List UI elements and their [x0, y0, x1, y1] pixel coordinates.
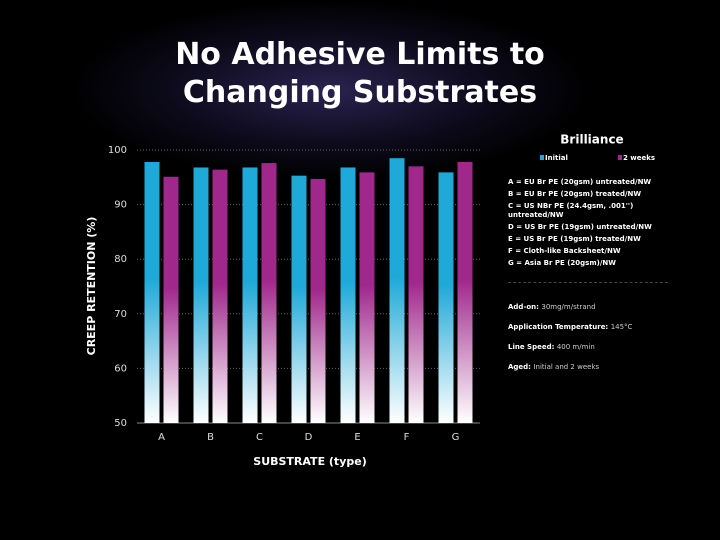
legend-label: Initial — [545, 154, 568, 162]
substrate-note: F = Cloth-like Backsheet/NW — [508, 247, 621, 255]
y-tick-label: 50 — [114, 418, 127, 429]
substrate-note: A = EU Br PE (20gsm) untreated/NW — [508, 178, 652, 186]
condition-note: Application Temperature: 145°C — [508, 323, 688, 331]
bar — [193, 167, 209, 423]
bar — [144, 162, 160, 423]
substrate-list: A = EU Br PE (20gsm) untreated/NW B = EU … — [508, 178, 688, 268]
bar — [163, 176, 179, 423]
bar — [291, 175, 307, 423]
x-tick-label: E — [354, 432, 360, 443]
y-tick-label: 70 — [114, 309, 127, 320]
substrate-note: C = US NBr PE (24.4gsm, .001'') untreate… — [508, 202, 634, 219]
condition-value: Initial and 2 weeks — [533, 363, 600, 371]
substrate-note: G = Asia Br PE (20gsm)/NW — [508, 259, 616, 267]
condition-note: Line Speed: 400 m/min — [508, 343, 688, 351]
separator — [508, 282, 668, 283]
condition-label: Line Speed: — [508, 343, 555, 351]
y-tick-label: 100 — [108, 145, 127, 156]
bar — [389, 158, 405, 423]
bar — [310, 178, 326, 423]
condition-label: Application Temperature: — [508, 323, 609, 331]
bar — [359, 172, 375, 423]
condition-label: Aged: — [508, 363, 531, 371]
bar — [242, 167, 258, 423]
conditions-list: Add-on: 30mg/m/strand Application Tempera… — [508, 303, 688, 371]
y-axis-label: CREEP RETENTION (%) — [85, 217, 98, 356]
bar — [457, 162, 473, 423]
substrate-note: D = US Br PE (19gsm) untreated/NW — [508, 223, 652, 231]
x-tick-label: C — [256, 432, 263, 443]
condition-note: Aged: Initial and 2 weeks — [508, 363, 688, 371]
substrate-note: B = EU Br PE (20gsm) treated/NW — [508, 190, 642, 198]
notes-panel: A = EU Br PE (20gsm) untreated/NW B = EU … — [508, 178, 688, 383]
condition-value: 145°C — [610, 323, 633, 331]
x-tick-label: D — [305, 432, 313, 443]
condition-value: 30mg/m/strand — [541, 303, 596, 311]
x-tick-label: G — [452, 432, 460, 443]
y-tick-label: 80 — [114, 254, 127, 265]
bar — [438, 172, 454, 423]
legend-label: 2 weeks — [623, 154, 655, 162]
chart-title: No Adhesive Limits to Changing Substrate… — [175, 37, 545, 110]
bar — [408, 166, 424, 423]
legend-title: Brilliance — [560, 133, 623, 147]
legend-swatch — [540, 155, 544, 160]
bar — [261, 163, 277, 423]
x-tick-label: F — [404, 432, 410, 443]
bar — [212, 169, 228, 423]
y-tick-label: 60 — [114, 363, 127, 374]
condition-label: Add-on: — [508, 303, 539, 311]
condition-note: Add-on: 30mg/m/strand — [508, 303, 688, 311]
substrate-note: E = US Br PE (19gsm) treated/NW — [508, 235, 641, 243]
x-axis-label: SUBSTRATE (type) — [253, 455, 366, 468]
condition-value: 400 m/min — [556, 343, 595, 351]
legend-swatch — [618, 155, 622, 160]
bar — [340, 167, 356, 423]
x-tick-label: A — [158, 432, 165, 443]
y-tick-label: 90 — [114, 200, 127, 211]
x-tick-label: B — [207, 432, 214, 443]
